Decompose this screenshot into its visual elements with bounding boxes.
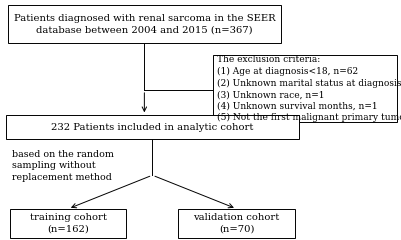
FancyBboxPatch shape xyxy=(6,115,299,139)
Text: The exclusion criteria:
(1) Age at diagnosis<18, n=62
(2) Unknown marital status: The exclusion criteria: (1) Age at diagn… xyxy=(217,55,401,122)
Text: based on the random
sampling without
replacement method: based on the random sampling without rep… xyxy=(12,150,114,181)
FancyBboxPatch shape xyxy=(213,55,397,122)
FancyBboxPatch shape xyxy=(10,209,126,238)
FancyBboxPatch shape xyxy=(178,209,295,238)
Text: training cohort
(n=162): training cohort (n=162) xyxy=(30,213,107,234)
FancyBboxPatch shape xyxy=(8,5,281,43)
Text: validation cohort
(n=70): validation cohort (n=70) xyxy=(193,213,280,234)
Text: 232 Patients included in analytic cohort: 232 Patients included in analytic cohort xyxy=(51,123,253,132)
Text: Patients diagnosed with renal sarcoma in the SEER
database between 2004 and 2015: Patients diagnosed with renal sarcoma in… xyxy=(14,14,275,34)
